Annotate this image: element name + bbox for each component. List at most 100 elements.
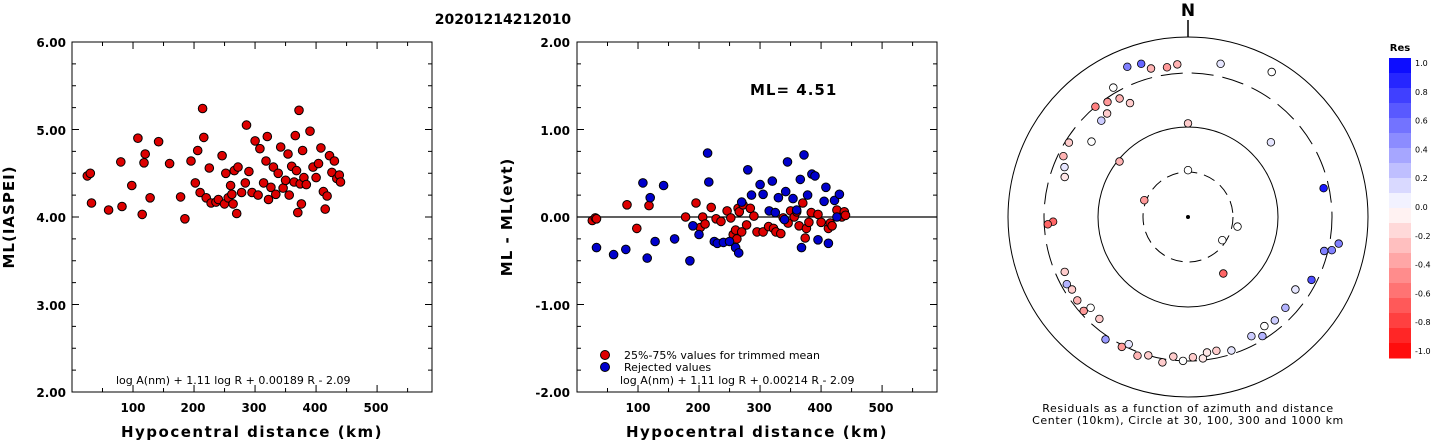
y-tick-label: 2.00	[540, 36, 570, 50]
data-point	[137, 209, 147, 220]
station-point	[1103, 97, 1112, 107]
station-point	[1178, 356, 1188, 366]
colorbar-cell	[1389, 253, 1411, 269]
data-point	[680, 212, 691, 222]
colorbar-tick-label: 0.4	[1415, 145, 1428, 154]
data-point	[829, 195, 840, 206]
data-point	[591, 242, 602, 253]
data-point	[788, 193, 798, 204]
data-point	[591, 214, 602, 224]
panel-ml-iaspei: 2.00 3.00 4.00 5.00 6.00 100 200 300 400…	[0, 36, 433, 441]
data-point	[227, 189, 237, 200]
data-point	[231, 208, 242, 219]
data-point	[726, 213, 736, 223]
data-point	[767, 176, 778, 186]
data-point	[236, 187, 247, 198]
station-point	[1281, 303, 1290, 312]
data-point	[145, 193, 155, 203]
data-point	[262, 131, 273, 142]
data-point	[821, 182, 831, 193]
data-point	[736, 197, 747, 207]
station-point	[1198, 354, 1208, 363]
colorbar: Res 1.0 0.8 0.6 0.4 0.2 0.0 -0.2 -0.4 -0.6 -0.8 -1…	[1389, 43, 1431, 359]
data-point	[271, 189, 281, 200]
data-point	[691, 198, 701, 208]
data-point	[758, 189, 768, 200]
colorbar-tick-label: -0.4	[1415, 261, 1431, 270]
station-point	[1073, 296, 1082, 305]
station-point	[1233, 222, 1242, 231]
station-point	[1319, 246, 1329, 256]
data-point	[275, 142, 286, 152]
x-axis-label: Hypocentral distance (km)	[121, 423, 383, 441]
data-point	[294, 105, 304, 116]
x-tick-label: 200	[180, 401, 205, 415]
station-point	[1060, 267, 1069, 277]
data-point	[810, 171, 820, 181]
data-points	[1043, 59, 1343, 367]
colorbar-tick-label: 0.0	[1415, 203, 1428, 212]
data-point	[127, 180, 137, 191]
data-point	[296, 199, 307, 209]
station-point	[1188, 353, 1198, 362]
colorbar-ticks: 1.0 0.8 0.6 0.4 0.2 0.0 -0.2 -0.4 -0.6 -0.8 -1.0	[1415, 59, 1431, 356]
data-point	[700, 219, 710, 229]
data-point	[798, 198, 808, 208]
data-point	[293, 207, 303, 218]
y-tick-label: 2.00	[36, 386, 66, 400]
data-point	[736, 227, 747, 237]
station-point	[1043, 220, 1052, 229]
data-point	[621, 244, 631, 255]
colorbar-cell	[1389, 328, 1411, 344]
colorbar-cell	[1389, 58, 1411, 74]
data-point	[706, 202, 717, 213]
data-point	[743, 165, 753, 175]
data-point	[85, 168, 96, 179]
x-tick-label: 500	[868, 401, 893, 415]
station-point	[1124, 340, 1133, 349]
station-point	[1202, 348, 1212, 357]
station-point	[1060, 162, 1069, 172]
data-point	[802, 190, 813, 200]
station-point	[1115, 157, 1124, 166]
data-point	[225, 180, 236, 191]
station-point	[1183, 119, 1193, 128]
x-tick-label: 200	[685, 401, 710, 415]
y-tick-label: 0.00	[540, 211, 570, 225]
data-point	[133, 133, 143, 143]
data-point	[669, 234, 680, 244]
data-point	[816, 217, 826, 228]
data-point	[241, 120, 252, 130]
y-axis-label: ML - ML(evt)	[498, 158, 516, 276]
data-point	[813, 235, 823, 245]
data-point	[313, 158, 324, 169]
data-point	[258, 178, 269, 188]
chart-title: 20201214212010	[435, 12, 572, 28]
data-point	[791, 205, 802, 215]
data-point	[608, 249, 619, 260]
tick-marks	[577, 42, 937, 392]
station-point	[1125, 98, 1135, 108]
plot-frame	[71, 41, 433, 393]
colorbar-cell	[1389, 118, 1411, 134]
y-tick-label: 3.00	[36, 299, 66, 313]
data-point	[164, 158, 175, 169]
station-point	[1140, 195, 1149, 205]
data-point	[813, 209, 823, 220]
data-point	[819, 196, 829, 207]
station-point	[1102, 109, 1112, 118]
colorbar-cell	[1389, 148, 1411, 164]
station-point	[1162, 63, 1172, 72]
panel-ml-residual: -2.00 -1.00 0.00 1.00 2.00 100 200 300 4…	[498, 36, 938, 441]
formula-label: log A(nm) + 1.11 log R + 0.00189 R - 2.0…	[116, 374, 350, 387]
colorbar-cell	[1389, 268, 1411, 284]
station-point	[1123, 62, 1132, 72]
data-point	[796, 242, 807, 253]
station-point	[1267, 67, 1276, 77]
station-point	[1067, 285, 1077, 294]
data-point	[716, 216, 726, 227]
data-point	[278, 183, 288, 193]
formula-label: log A(nm) + 1.11 log R + 0.00214 R - 2.0…	[620, 374, 854, 387]
data-point	[685, 256, 695, 266]
